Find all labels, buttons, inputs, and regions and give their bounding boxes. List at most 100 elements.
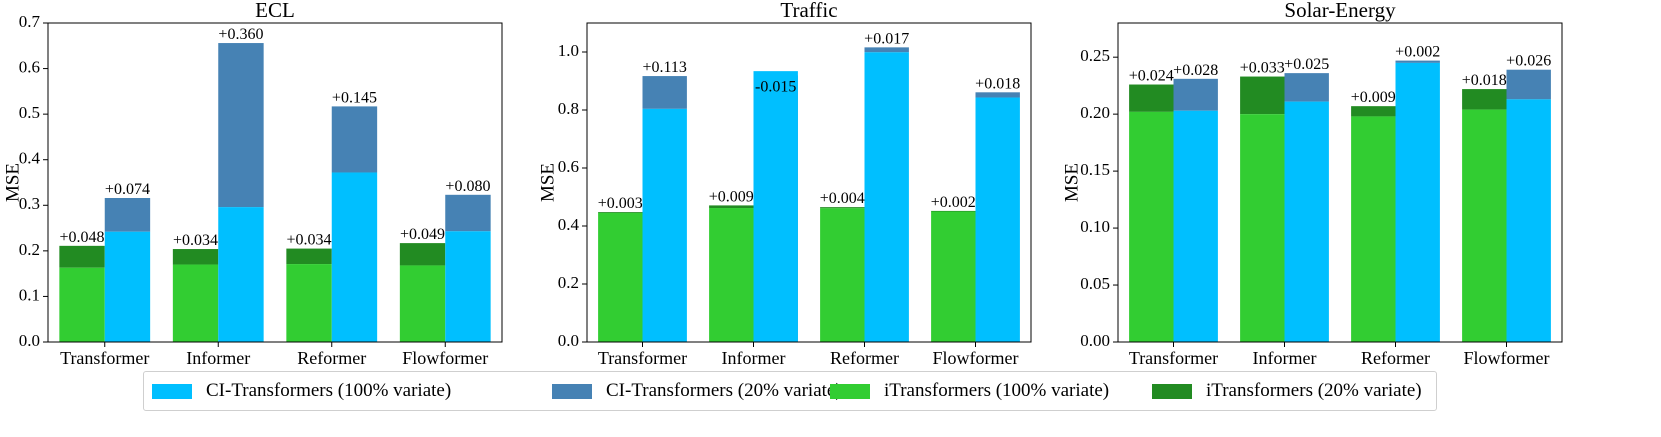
plot-frame <box>1117 22 1563 343</box>
legend-item-itransformer-100: iTransformers (100% variate) <box>830 372 1109 410</box>
y-tick-label: 0.20 <box>1080 103 1110 122</box>
bar-itransformer-100 <box>1240 114 1285 343</box>
x-tick-label: Reformer <box>297 348 366 368</box>
bar-ci-100 <box>1284 101 1329 342</box>
bar-ci-20 <box>331 106 378 173</box>
y-axis-label: MSE <box>537 163 558 202</box>
data-label-ci: +0.113 <box>642 59 686 76</box>
legend-swatch-itransformer-20 <box>1152 383 1192 399</box>
data-label-ci: +0.002 <box>1395 44 1440 61</box>
y-tick-label: 0.25 <box>1080 46 1110 65</box>
bar-ci-20 <box>218 43 264 208</box>
data-label-itransformer: +0.034 <box>173 232 218 249</box>
chart-title: Traffic <box>780 0 837 22</box>
data-label-ci: +0.017 <box>864 30 909 47</box>
y-tick-label: 0.05 <box>1080 274 1110 293</box>
x-tick-label: Transformer <box>60 348 149 368</box>
data-label-itransformer: +0.024 <box>1129 68 1174 85</box>
data-label-itransformer: +0.034 <box>287 232 332 249</box>
bar-itransformer-20 <box>598 212 643 213</box>
y-axis-label: MSE <box>1061 163 1082 202</box>
bar-ci-20 <box>1173 78 1218 111</box>
data-label-ci: -0.015 <box>755 78 796 95</box>
chart-title: Solar-Energy <box>1284 0 1396 22</box>
x-tick-label: Flowformer <box>402 348 488 368</box>
legend-label: iTransformers (20% variate) <box>1206 380 1422 401</box>
bar-ci-100 <box>642 108 687 342</box>
data-label-ci: +0.018 <box>975 75 1020 92</box>
y-tick-label: 0.2 <box>558 273 579 292</box>
legend-label: CI-Transformers (20% variate) <box>606 380 842 401</box>
bar-ci-100 <box>1173 110 1218 342</box>
data-label-itransformer: +0.018 <box>1462 72 1507 89</box>
plot-frame <box>586 22 1032 343</box>
bar-itransformer-100 <box>598 212 643 342</box>
legend-swatch-ci-20 <box>552 383 592 399</box>
bar-ci-20 <box>1284 73 1329 102</box>
bar-itransformer-20 <box>399 243 446 266</box>
bar-ci-100 <box>218 207 264 342</box>
bar-itransformer-100 <box>1129 111 1174 342</box>
bar-itransformer-20 <box>1351 106 1396 117</box>
bar-itransformer-100 <box>59 267 105 342</box>
data-label-ci: +0.028 <box>1173 62 1218 79</box>
bar-itransformer-100 <box>709 208 754 342</box>
bar-itransformer-100 <box>172 264 219 342</box>
data-label-ci: +0.025 <box>1284 56 1329 73</box>
bar-itransformer-100 <box>1462 109 1507 342</box>
bar-ci-20 <box>445 194 491 232</box>
y-tick-label: 0.6 <box>19 57 40 76</box>
bar-ci-20 <box>1506 69 1551 100</box>
x-tick-label: Transformer <box>598 348 687 368</box>
bar-ci-20 <box>1395 60 1440 63</box>
legend: CI-Transformers (100% variate) CI-Transf… <box>143 371 1437 411</box>
bar-ci-100 <box>104 231 151 342</box>
bar-ci-100 <box>753 71 798 342</box>
bar-ci-100 <box>445 231 491 342</box>
legend-item-itransformer-20: iTransformers (20% variate) <box>1152 372 1422 410</box>
legend-label: CI-Transformers (100% variate) <box>206 380 452 401</box>
bar-ci-100 <box>1395 62 1440 342</box>
data-label-itransformer: +0.048 <box>60 229 105 246</box>
legend-label: iTransformers (100% variate) <box>884 380 1110 401</box>
x-tick-label: Flowformer <box>933 348 1019 368</box>
y-axis-label: MSE <box>2 163 23 202</box>
x-tick-label: Informer <box>722 348 786 368</box>
x-tick-label: Transformer <box>1129 348 1218 368</box>
bar-ci-20 <box>642 76 687 109</box>
legend-swatch-ci-100 <box>152 383 192 399</box>
y-tick-label: 0.7 <box>19 12 41 31</box>
bar-itransformer-100 <box>820 208 865 342</box>
data-label-ci: +0.074 <box>105 181 150 198</box>
y-tick-label: 0.3 <box>19 194 40 213</box>
data-label-itransformer: +0.002 <box>931 194 976 211</box>
bar-itransformer-100 <box>931 211 976 342</box>
bar-ci-100 <box>975 97 1020 342</box>
data-label-ci: +0.360 <box>218 26 263 43</box>
data-label-ci: +0.026 <box>1506 53 1551 70</box>
y-tick-label: 0.10 <box>1080 217 1110 236</box>
y-tick-label: 0.5 <box>19 103 40 122</box>
bar-itransformer-100 <box>399 265 446 342</box>
bar-itransformer-20 <box>709 205 754 209</box>
legend-item-ci-20: CI-Transformers (20% variate) <box>552 372 842 410</box>
chart-panel-3: Solar-Energy MSE 0.00 0.05 0.10 0.15 0.20 0.25 +… <box>1061 0 1563 368</box>
bar-itransformer-100 <box>286 264 332 342</box>
y-tick-label: 0.4 <box>558 215 580 234</box>
bar-ci-20 <box>104 197 151 232</box>
data-label-ci: +0.080 <box>445 178 490 195</box>
data-label-itransformer: +0.003 <box>598 195 643 212</box>
data-label-itransformer: +0.049 <box>400 226 445 243</box>
legend-item-ci-100: CI-Transformers (100% variate) <box>152 372 451 410</box>
bar-ci-100 <box>864 52 909 342</box>
bar-itransformer-20 <box>1240 76 1285 115</box>
chart-panel-2: Traffic MSE 0.0 0.2 0.4 0.6 0.8 1.0 +0.003 +0.113… <box>537 0 1032 368</box>
y-tick-label: 0.4 <box>19 149 41 168</box>
bar-itransformer-20 <box>172 249 219 265</box>
bar-ci-20 <box>975 92 1020 98</box>
y-tick-label: 0.0 <box>558 331 579 350</box>
chart-panel-1: ECL MSE 0.0 0.1 0.2 0.3 0.4 0.5 0.6 0.7 +0.048 +0.0… <box>2 0 503 368</box>
y-tick-label: 0.6 <box>558 157 579 176</box>
chart-title: ECL <box>255 0 295 22</box>
plot-frame <box>47 22 503 343</box>
